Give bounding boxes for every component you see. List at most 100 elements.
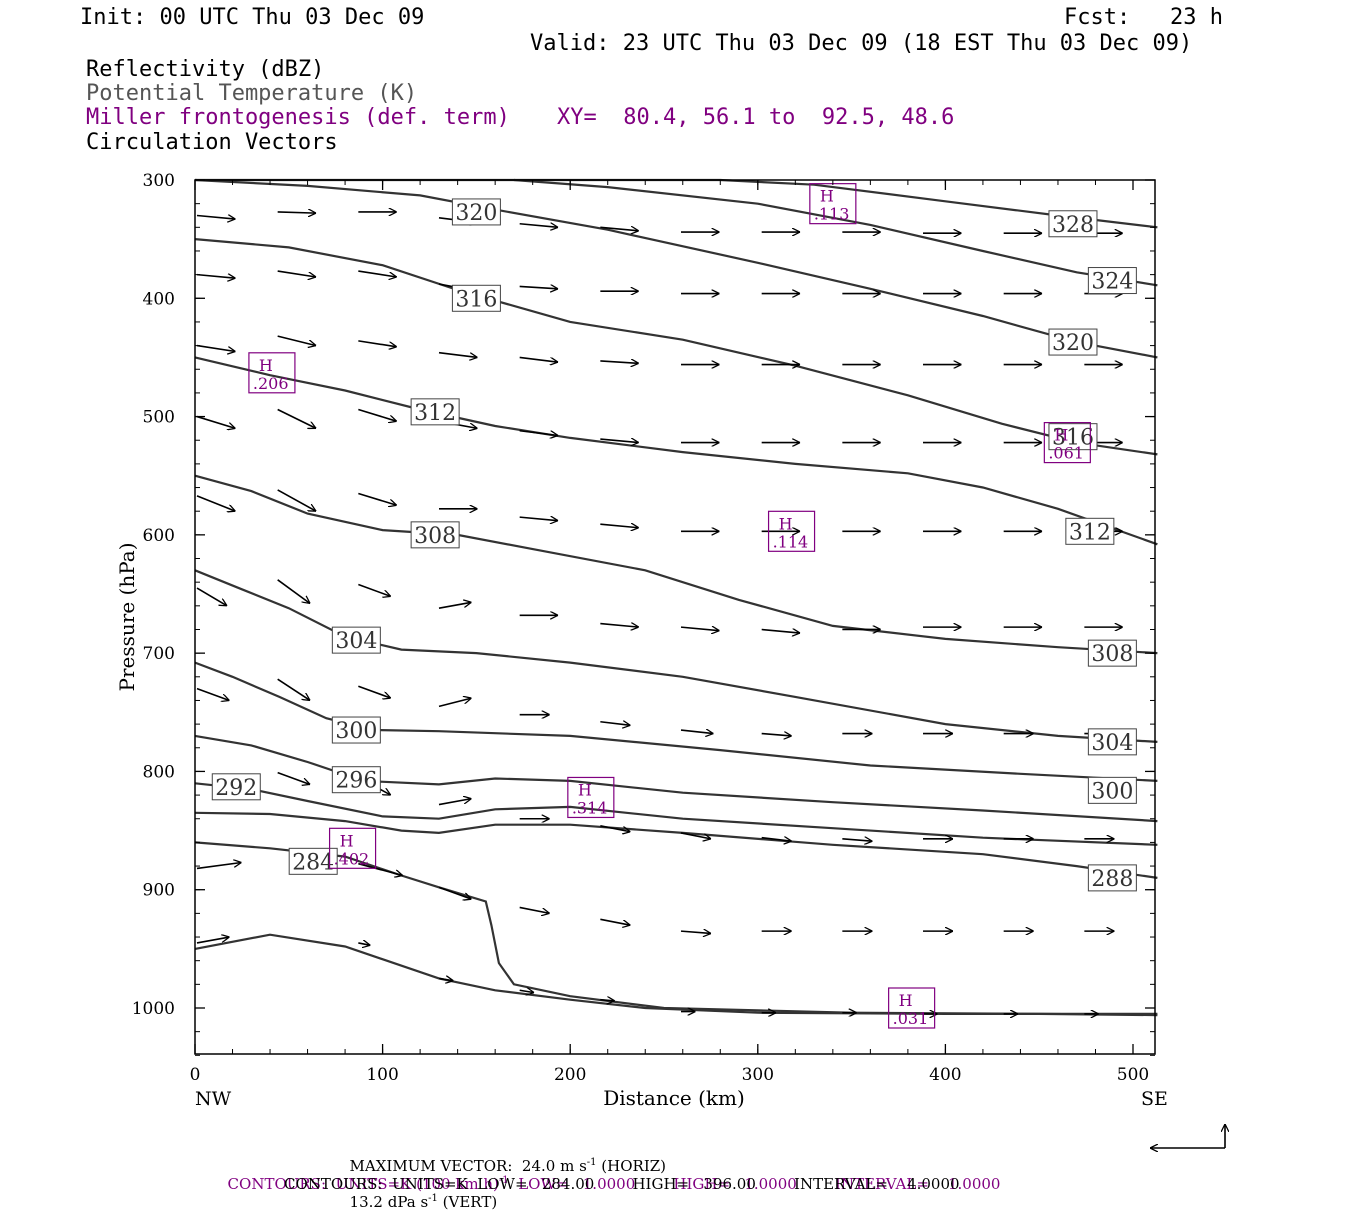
circulation-vector bbox=[358, 583, 390, 597]
x-axis-label: Distance (km) bbox=[603, 1086, 745, 1110]
x-tick-label: 100 bbox=[366, 1065, 398, 1085]
circulation-vector bbox=[519, 224, 558, 228]
frontogenesis-max-value: .061 bbox=[1048, 444, 1084, 463]
y-axis-label: Pressure (hPa) bbox=[115, 543, 139, 692]
isentrope-296 bbox=[194, 734, 1158, 823]
y-tick-label: 1000 bbox=[132, 999, 175, 1019]
circulation-vector bbox=[277, 408, 316, 430]
x-tick-label: 500 bbox=[1117, 1065, 1149, 1085]
isentrope-label-308: 308 bbox=[1091, 642, 1133, 667]
circulation-vector bbox=[277, 270, 316, 277]
isentrope-label-layer: 328 324 320 320 316 316 312 312 308 308 304 304 300 3… bbox=[211, 198, 1137, 892]
isentrope-label-316: 316 bbox=[455, 287, 497, 312]
isentrope-label-292: 292 bbox=[215, 776, 257, 801]
frontogenesis-max-box bbox=[248, 352, 296, 394]
isentrope-292 bbox=[194, 782, 1158, 846]
frontogenesis-max-label: H bbox=[578, 780, 592, 799]
y-tick-label: 500 bbox=[143, 408, 175, 428]
circulation-vector bbox=[438, 978, 453, 980]
y-tick-label: 800 bbox=[143, 762, 175, 782]
isentrope-label-320: 320 bbox=[455, 201, 497, 226]
isentrope-label-box bbox=[331, 766, 381, 794]
circulation-vector bbox=[600, 361, 638, 363]
isentrope-312 bbox=[194, 356, 1158, 546]
circulation-vector bbox=[519, 429, 558, 436]
vector-layer bbox=[196, 212, 1123, 1014]
circulation-vector bbox=[600, 227, 638, 231]
circulation-vector bbox=[761, 629, 800, 633]
legend-reflectivity: Reflectivity (dBZ) bbox=[86, 57, 325, 82]
isentrope-label-324: 324 bbox=[1091, 270, 1133, 295]
y-tick-label: 600 bbox=[143, 526, 175, 546]
x-axis-left-end-label: NW bbox=[195, 1088, 232, 1110]
frontogenesis-max-value: .113 bbox=[814, 205, 850, 224]
isentrope-label-box bbox=[410, 521, 460, 549]
isentrope-316 bbox=[194, 238, 1158, 456]
x-tick-label: 200 bbox=[554, 1065, 586, 1085]
circulation-vector bbox=[196, 495, 235, 511]
circulation-vector bbox=[519, 906, 550, 913]
circulation-vector bbox=[358, 492, 396, 505]
circulation-vector bbox=[277, 212, 316, 213]
circulation-vector bbox=[196, 275, 235, 279]
isentrope-label-box bbox=[1048, 328, 1098, 356]
isentrope-label-box bbox=[1048, 210, 1098, 238]
circulation-vector bbox=[680, 730, 713, 734]
circulation-vector bbox=[358, 685, 390, 698]
circulation-vector bbox=[358, 943, 370, 945]
isentrope-label-box bbox=[1065, 517, 1115, 545]
frontogenesis-max-box bbox=[888, 987, 936, 1029]
circulation-vector bbox=[761, 734, 792, 736]
circulation-vector bbox=[519, 517, 558, 521]
circulation-vector bbox=[600, 825, 630, 832]
frontogenesis-max-value: .114 bbox=[773, 532, 809, 551]
circulation-vector bbox=[519, 356, 558, 362]
y-tick-label: 400 bbox=[143, 289, 175, 309]
circulation-vector bbox=[196, 587, 227, 606]
circulation-vector bbox=[358, 862, 402, 876]
circulation-vector bbox=[519, 286, 558, 288]
circulation-vector bbox=[196, 415, 235, 429]
isentrope-320 bbox=[194, 178, 1158, 359]
circulation-vector bbox=[680, 627, 719, 631]
plot-frame bbox=[194, 179, 1156, 1055]
isentrope-304 bbox=[194, 569, 1158, 743]
isentrope-label-300: 300 bbox=[1091, 779, 1133, 804]
isentrope-300 bbox=[194, 661, 1158, 782]
legend-circulation-vectors: Circulation Vectors bbox=[86, 130, 338, 155]
isentrope-label-box bbox=[1087, 776, 1137, 804]
isentrope-label-box bbox=[1048, 423, 1098, 451]
isentrope-label-box bbox=[410, 398, 460, 426]
isentrope-label-316: 316 bbox=[1052, 426, 1094, 451]
circulation-vector bbox=[600, 524, 638, 528]
isentrope-surface bbox=[194, 933, 1158, 1015]
y-tick-label: 300 bbox=[143, 171, 175, 191]
circulation-vector bbox=[196, 215, 235, 219]
circulation-vector bbox=[438, 602, 471, 609]
circulation-vector bbox=[196, 863, 241, 870]
circulation-vector bbox=[358, 270, 396, 277]
axes-layer: 0 100 200 300 400 500 300 400 500 600 700 800 900 100… bbox=[132, 171, 1155, 1085]
isentrope-label-box bbox=[211, 773, 261, 801]
x-tick-label: 400 bbox=[929, 1065, 961, 1085]
isentrope-label-box bbox=[331, 716, 381, 744]
circulation-vector bbox=[438, 698, 471, 708]
isentrope-label-312: 312 bbox=[414, 401, 456, 426]
circulation-vector bbox=[842, 839, 872, 841]
circulation-vector bbox=[277, 678, 310, 700]
isentrope-label-box bbox=[451, 284, 501, 312]
isentrope-label-box bbox=[331, 626, 381, 654]
circulation-vector bbox=[196, 937, 229, 944]
circulation-vector bbox=[358, 340, 396, 347]
circulation-vector bbox=[277, 335, 316, 345]
y-tick-label: 700 bbox=[143, 644, 175, 664]
max-vector-vert-unit: (VERT) bbox=[437, 1193, 498, 1211]
isentrope-label-304: 304 bbox=[1091, 731, 1133, 756]
frontogenesis-max-label: H bbox=[340, 831, 354, 850]
circulation-vector bbox=[761, 838, 792, 842]
max-vector-horiz-unit: (HORIZ) bbox=[596, 1157, 667, 1175]
isentrope-label-300: 300 bbox=[335, 719, 377, 744]
y-tick-label: 900 bbox=[143, 881, 175, 901]
cross-section-endpoints: XY= 80.4, 56.1 to 92.5, 48.6 bbox=[557, 105, 955, 130]
